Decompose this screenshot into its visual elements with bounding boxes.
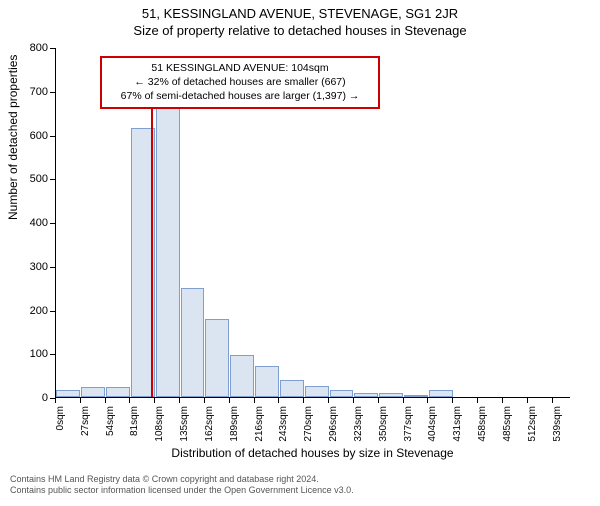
y-tick-label: 600	[30, 130, 48, 142]
y-tick-label: 100	[30, 348, 48, 360]
x-tick-mark	[154, 398, 155, 403]
y-tick-mark	[50, 179, 55, 180]
histogram-bar	[429, 390, 453, 397]
x-tick-mark	[477, 398, 478, 403]
annotation-box: 51 KESSINGLAND AVENUE: 104sqm ← 32% of d…	[100, 56, 380, 109]
property-marker-line	[151, 108, 153, 397]
footer-line-2: Contains public sector information licen…	[10, 485, 354, 496]
y-tick-label: 300	[30, 261, 48, 273]
x-tick-mark	[527, 398, 528, 403]
x-tick-mark	[502, 398, 503, 403]
x-tick-mark	[378, 398, 379, 403]
footer-attribution: Contains HM Land Registry data © Crown c…	[10, 474, 354, 497]
y-axis-label: Number of detached properties	[6, 55, 20, 220]
x-tick-mark	[403, 398, 404, 403]
x-tick-mark	[254, 398, 255, 403]
y-tick-label: 800	[30, 42, 48, 54]
y-tick-label: 200	[30, 305, 48, 317]
y-tick-mark	[50, 48, 55, 49]
histogram-bar	[181, 288, 205, 397]
histogram-bar	[255, 366, 279, 397]
histogram-bar	[205, 319, 229, 397]
histogram-bar	[330, 390, 354, 397]
x-tick-mark	[105, 398, 106, 403]
annotation-line-3: 67% of semi-detached houses are larger (…	[108, 89, 372, 103]
annotation-line-1: 51 KESSINGLAND AVENUE: 104sqm	[108, 61, 372, 75]
y-tick-mark	[50, 267, 55, 268]
y-tick-mark	[50, 311, 55, 312]
x-tick-mark	[179, 398, 180, 403]
histogram-bar	[404, 395, 428, 397]
y-tick-mark	[50, 354, 55, 355]
annotation-line-2: ← 32% of detached houses are smaller (66…	[108, 75, 372, 89]
x-tick-mark	[328, 398, 329, 403]
histogram-bar	[230, 355, 254, 397]
chart-subtitle: Size of property relative to detached ho…	[0, 21, 600, 38]
histogram-bar	[379, 393, 403, 397]
x-tick-mark	[427, 398, 428, 403]
histogram-bar	[81, 387, 105, 397]
histogram-bar	[106, 387, 130, 397]
footer-line-1: Contains HM Land Registry data © Crown c…	[10, 474, 354, 485]
chart-title: 51, KESSINGLAND AVENUE, STEVENAGE, SG1 2…	[0, 0, 600, 21]
y-tick-label: 0	[42, 392, 48, 404]
histogram-bar	[56, 390, 80, 397]
y-tick-mark	[50, 223, 55, 224]
x-tick-mark	[552, 398, 553, 403]
histogram-bar	[280, 380, 304, 398]
y-tick-mark	[50, 92, 55, 93]
y-tick-label: 400	[30, 217, 48, 229]
histogram-bar	[354, 393, 378, 397]
x-tick-mark	[204, 398, 205, 403]
x-tick-mark	[229, 398, 230, 403]
y-tick-mark	[50, 136, 55, 137]
chart-container: 51, KESSINGLAND AVENUE, STEVENAGE, SG1 2…	[0, 0, 600, 500]
x-axis-label: Distribution of detached houses by size …	[55, 446, 570, 460]
x-tick-mark	[278, 398, 279, 403]
x-tick-mark	[303, 398, 304, 403]
y-tick-label: 700	[30, 86, 48, 98]
x-tick-mark	[55, 398, 56, 403]
x-tick-mark	[80, 398, 81, 403]
histogram-bar	[156, 108, 180, 397]
y-tick-label: 500	[30, 173, 48, 185]
x-tick-mark	[353, 398, 354, 403]
histogram-bar	[305, 386, 329, 397]
x-tick-mark	[129, 398, 130, 403]
x-tick-mark	[452, 398, 453, 403]
